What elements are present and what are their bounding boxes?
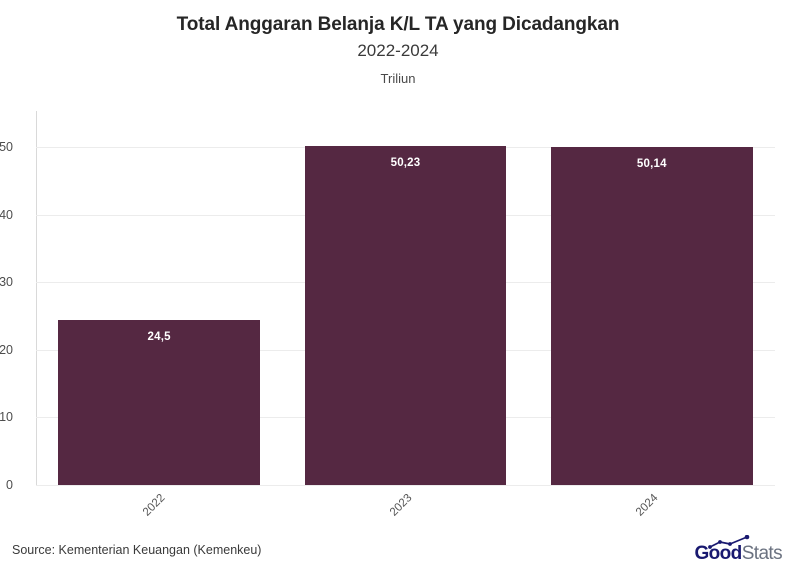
y-tick-label: 0 [6,478,13,492]
source-note: Source: Kementerian Keuangan (Kemenkeu) [12,543,262,557]
trendline-icon [708,534,750,549]
y-tick-label: 50 [0,140,13,155]
bar[interactable]: 50,14 [550,146,753,485]
x-tick-label: 2022 [141,492,168,519]
y-tick-label: 30 [0,275,13,290]
y-tick-label: 10 [0,410,13,425]
bar-value-label: 50,14 [636,157,667,170]
chart-unit-label: Triliun [380,71,416,86]
bar-value-label: 50,23 [390,156,421,169]
bar-value-label: 24,5 [147,330,171,343]
plot-area: 24,5 50,23 50,14 [36,111,775,486]
x-tick-label: 2023 [387,492,414,519]
bar[interactable]: 24,5 [58,319,261,485]
logo-wordmark: GoodStats [694,534,783,564]
chart-title: Total Anggaran Belanja K/L TA yang Dicad… [176,14,620,35]
x-tick-label: 2024 [633,492,661,519]
y-tick-label: 40 [0,207,13,222]
logo-text-stats: Stats [741,542,783,564]
chart-header: Total Anggaran Belanja K/L TA yang Dicad… [0,12,796,89]
y-axis-line [36,111,37,486]
goodstats-logo: GoodStats [694,534,783,566]
y-tick-label: 20 [0,342,13,357]
logo-text-good: Good [694,542,742,564]
bar[interactable]: 50,23 [304,145,507,485]
gridline [36,485,775,486]
chart-subtitle: 2022-2024 [357,41,439,60]
